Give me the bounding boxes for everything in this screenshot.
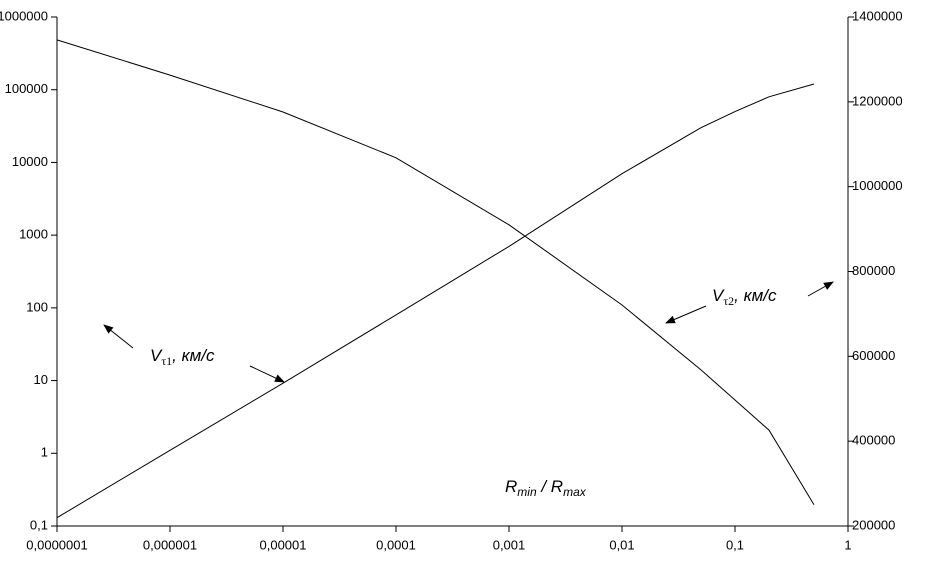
- annotation-part: τ2: [723, 294, 734, 308]
- y2-tick-label: 1400000: [852, 8, 903, 23]
- annotation-part: min: [517, 485, 537, 499]
- annotation: Rmin / Rmax: [505, 477, 587, 499]
- series-line: [56, 39, 815, 506]
- annotation-part: R: [505, 477, 517, 496]
- y2-tick-label: 800000: [852, 263, 895, 278]
- annotation-part: R: [551, 477, 563, 496]
- y-tick-label: 10000: [12, 154, 48, 169]
- y-tick-label: 100: [26, 299, 48, 314]
- annotation-part: max: [563, 485, 587, 499]
- y2-tick-label: 400000: [852, 433, 895, 448]
- y-tick-label: 1: [41, 445, 48, 460]
- arrow: [103, 324, 134, 349]
- y2-tick-label: 1000000: [852, 178, 903, 193]
- x-tick-label: 0,00001: [260, 537, 307, 552]
- x-tick-label: 0,0000001: [26, 537, 87, 552]
- annotation-part: /: [537, 477, 551, 496]
- x-tick-label: 1: [844, 537, 851, 552]
- x-tick-label: 0,01: [609, 537, 634, 552]
- annotation: Vτ2, км/с: [712, 286, 777, 307]
- y-tick-label: 0,1: [30, 517, 48, 532]
- annotation: Vτ1, км/с: [150, 346, 215, 367]
- x-tick-label: 0,1: [726, 537, 744, 552]
- y2-tick-label: 1200000: [852, 93, 903, 108]
- series-line: [56, 83, 815, 519]
- annotation-part: V: [712, 286, 725, 305]
- y2-tick-label: 200000: [852, 517, 895, 532]
- annotation-part: , км/с: [734, 286, 777, 305]
- y-tick-label: 10: [34, 372, 48, 387]
- annotation-part: , км/с: [172, 346, 215, 365]
- y-tick-label: 1000: [19, 227, 48, 242]
- arrow: [665, 305, 707, 324]
- arrow: [249, 365, 285, 383]
- x-tick-label: 0,0001: [376, 537, 416, 552]
- y-tick-label: 1000000: [0, 8, 48, 23]
- annotation-part: τ1: [161, 354, 172, 368]
- y2-tick-label: 600000: [852, 348, 895, 363]
- annotation-part: V: [150, 346, 163, 365]
- arrow: [807, 281, 834, 297]
- y-tick-label: 100000: [5, 81, 48, 96]
- x-tick-label: 0,001: [493, 537, 526, 552]
- x-tick-label: 0,000001: [143, 537, 197, 552]
